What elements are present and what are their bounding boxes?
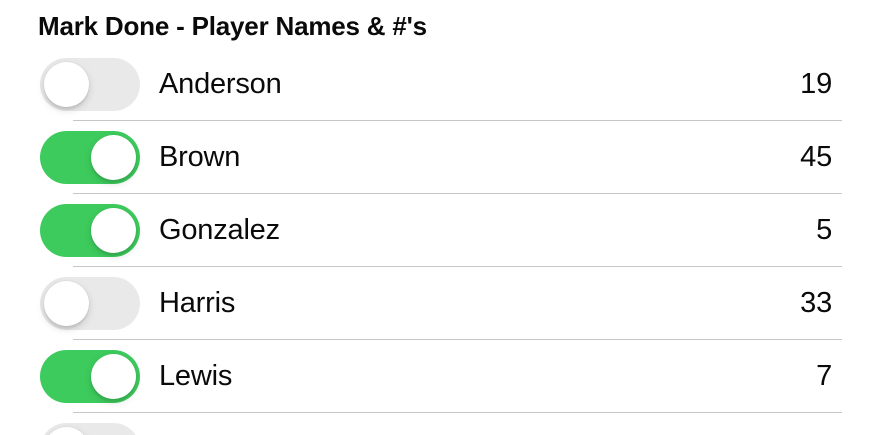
done-toggle[interactable] bbox=[40, 423, 140, 435]
toggle-knob-icon bbox=[91, 135, 136, 180]
player-number: 7 bbox=[816, 360, 832, 392]
player-row-gonzalez: Gonzalez 5 bbox=[0, 194, 870, 267]
done-toggle[interactable] bbox=[40, 350, 140, 403]
player-row-brown: Brown 45 bbox=[0, 121, 870, 194]
player-row-partial bbox=[0, 413, 870, 435]
done-toggle[interactable] bbox=[40, 277, 140, 330]
player-number: 19 bbox=[800, 68, 832, 100]
toggle-knob-icon bbox=[44, 281, 89, 326]
toggle-knob-icon bbox=[91, 208, 136, 253]
done-toggle[interactable] bbox=[40, 58, 140, 111]
player-name: Brown bbox=[159, 141, 241, 173]
player-number: 33 bbox=[800, 287, 832, 319]
toggle-knob-icon bbox=[91, 354, 136, 399]
toggle-knob-icon bbox=[44, 62, 89, 107]
done-toggle[interactable] bbox=[40, 204, 140, 257]
done-toggle[interactable] bbox=[40, 131, 140, 184]
player-name: Gonzalez bbox=[159, 214, 280, 246]
player-number: 5 bbox=[816, 214, 832, 246]
toggle-knob-icon bbox=[44, 427, 89, 435]
player-name: Lewis bbox=[159, 360, 233, 392]
player-row-anderson: Anderson 19 bbox=[0, 48, 870, 121]
page-title: Mark Done - Player Names & #'s bbox=[38, 10, 427, 41]
player-list: Anderson 19 Brown 45 Gonzalez 5 Harris 3… bbox=[0, 48, 870, 435]
player-row-lewis: Lewis 7 bbox=[0, 340, 870, 413]
player-name: Harris bbox=[159, 287, 236, 319]
player-number: 45 bbox=[800, 141, 832, 173]
player-name: Anderson bbox=[159, 68, 282, 100]
player-row-harris: Harris 33 bbox=[0, 267, 870, 340]
